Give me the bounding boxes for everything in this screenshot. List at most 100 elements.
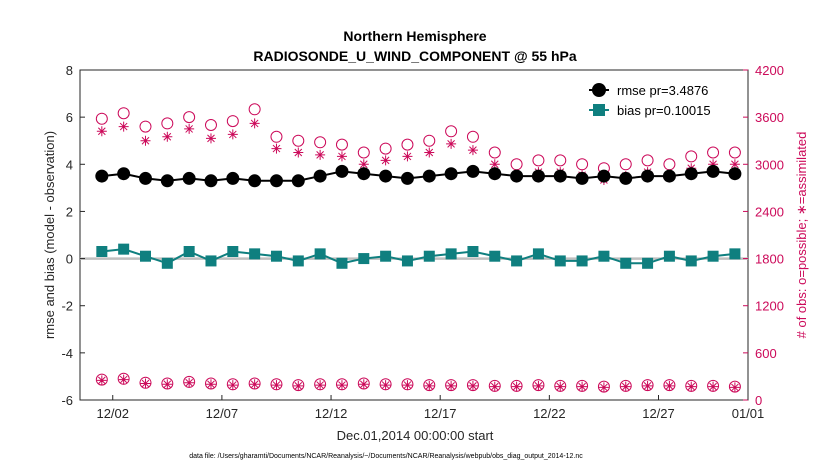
bias-point — [270, 250, 282, 262]
obs-assimilated-point — [424, 147, 435, 158]
obs-possible-point — [685, 150, 698, 163]
obs-assimilated-point — [446, 138, 457, 149]
obs-assimilated-point — [358, 379, 369, 390]
plot-area — [79, 69, 749, 401]
legend-rmse-label: rmse pr=3.4876 — [617, 83, 708, 98]
rmse-point — [160, 174, 174, 188]
obs-assimilated-point — [162, 131, 173, 142]
right-y-tick-label: 2400 — [755, 204, 784, 219]
bias-point — [205, 255, 217, 267]
obs-assimilated-point — [271, 143, 282, 154]
rmse-point — [138, 171, 152, 185]
y-tick-label: 0 — [66, 252, 73, 267]
obs-assimilated-point — [686, 381, 697, 392]
obs-possible-point — [183, 111, 196, 124]
obs-possible-point — [401, 138, 414, 151]
obs-possible-point — [576, 158, 589, 171]
obs-possible-point — [379, 142, 392, 155]
x-tick-label: 12/22 — [533, 406, 566, 421]
rmse-point — [335, 164, 349, 178]
bias-point — [183, 246, 195, 257]
obs-assimilated-point — [293, 380, 304, 391]
obs-assimilated-point — [380, 155, 391, 166]
bias-point — [663, 250, 675, 262]
bias-point — [729, 248, 741, 260]
rmse-point — [444, 167, 458, 181]
bias-point — [249, 248, 261, 260]
bias-point — [598, 250, 610, 262]
obs-assimilated-point — [620, 381, 631, 392]
bias-point — [96, 246, 108, 257]
legend: rmse pr=3.4876 bias pr=0.10015 — [582, 75, 742, 123]
rmse-point — [488, 167, 502, 181]
obs-assimilated-point — [489, 381, 500, 392]
x-axis-label: Dec.01,2014 00:00:00 start — [337, 428, 494, 443]
obs-assimilated-point — [249, 118, 260, 129]
obs-assimilated-point — [140, 135, 151, 146]
possible_low-series — [95, 372, 741, 393]
obs-assimilated-point — [446, 380, 457, 391]
rmse-point — [684, 167, 698, 181]
obs-assimilated-point — [205, 379, 216, 390]
obs-possible-point — [248, 103, 261, 116]
obs-assimilated-point — [555, 381, 566, 392]
obs-assimilated-point — [708, 381, 719, 392]
bias-point — [358, 253, 370, 265]
rmse-point — [248, 174, 262, 188]
obs-assimilated-point — [402, 380, 413, 391]
bias-point — [685, 255, 697, 267]
bias-point — [139, 250, 151, 262]
right-y-tick-label: 1200 — [755, 299, 784, 314]
x-tick-label: 01/01 — [732, 406, 765, 421]
bias-point — [532, 248, 544, 260]
obs-assimilated-point — [184, 123, 195, 134]
rmse-point — [619, 171, 633, 185]
obs-assimilated-point — [729, 382, 740, 393]
obs-assimilated-point — [336, 380, 347, 391]
rmse-point — [531, 169, 545, 183]
rmse-point — [510, 169, 524, 183]
obs-assimilated-point — [467, 380, 478, 391]
obs-assimilated-point — [162, 379, 173, 390]
chart-subtitle: RADIOSONDE_U_WIND_COMPONENT @ 55 hPa — [253, 48, 576, 64]
rmse-point — [400, 171, 414, 185]
obs-possible-point — [117, 107, 130, 120]
obs-assimilated-point — [336, 151, 347, 162]
x-tick-label: 12/27 — [642, 406, 675, 421]
obs-possible-point — [226, 115, 239, 128]
bias-point — [642, 257, 654, 269]
rmse-point — [269, 174, 283, 188]
obs-assimilated-point — [729, 159, 740, 170]
obs-possible-point — [466, 130, 479, 143]
right-y-tick-label: 600 — [755, 346, 777, 361]
rmse-point — [641, 169, 655, 183]
obs-possible-point — [641, 154, 654, 167]
right-y-tick-label: 3600 — [755, 110, 784, 125]
x-tick-label: 12/12 — [315, 406, 348, 421]
bias-point — [401, 255, 413, 267]
obs-possible-point — [619, 158, 632, 171]
obs-assimilated-point — [598, 382, 609, 393]
obs-assimilated-point — [489, 159, 500, 170]
obs-assimilated-point — [184, 377, 195, 388]
obs-assimilated-point — [271, 380, 282, 391]
rmse-point — [706, 164, 720, 178]
right-y-tick-label: 4200 — [755, 63, 784, 78]
obs-possible-point — [95, 112, 108, 125]
x-tick-label: 12/02 — [96, 406, 129, 421]
obs-assimilated-point — [380, 380, 391, 391]
obs-possible-point — [728, 146, 741, 159]
obs-possible-point — [554, 154, 567, 167]
obs-assimilated-point — [205, 133, 216, 144]
bias-point — [161, 257, 173, 269]
bias-point — [707, 250, 719, 262]
rmse-point — [313, 169, 327, 183]
bias-point — [445, 248, 457, 260]
obs-assimilated-point — [708, 159, 719, 170]
obs-possible-point — [270, 130, 283, 143]
obs-assimilated-point — [96, 126, 107, 137]
obs-assimilated-point — [577, 381, 588, 392]
obs-assimilated-point — [315, 149, 326, 160]
bias-point — [511, 255, 523, 267]
